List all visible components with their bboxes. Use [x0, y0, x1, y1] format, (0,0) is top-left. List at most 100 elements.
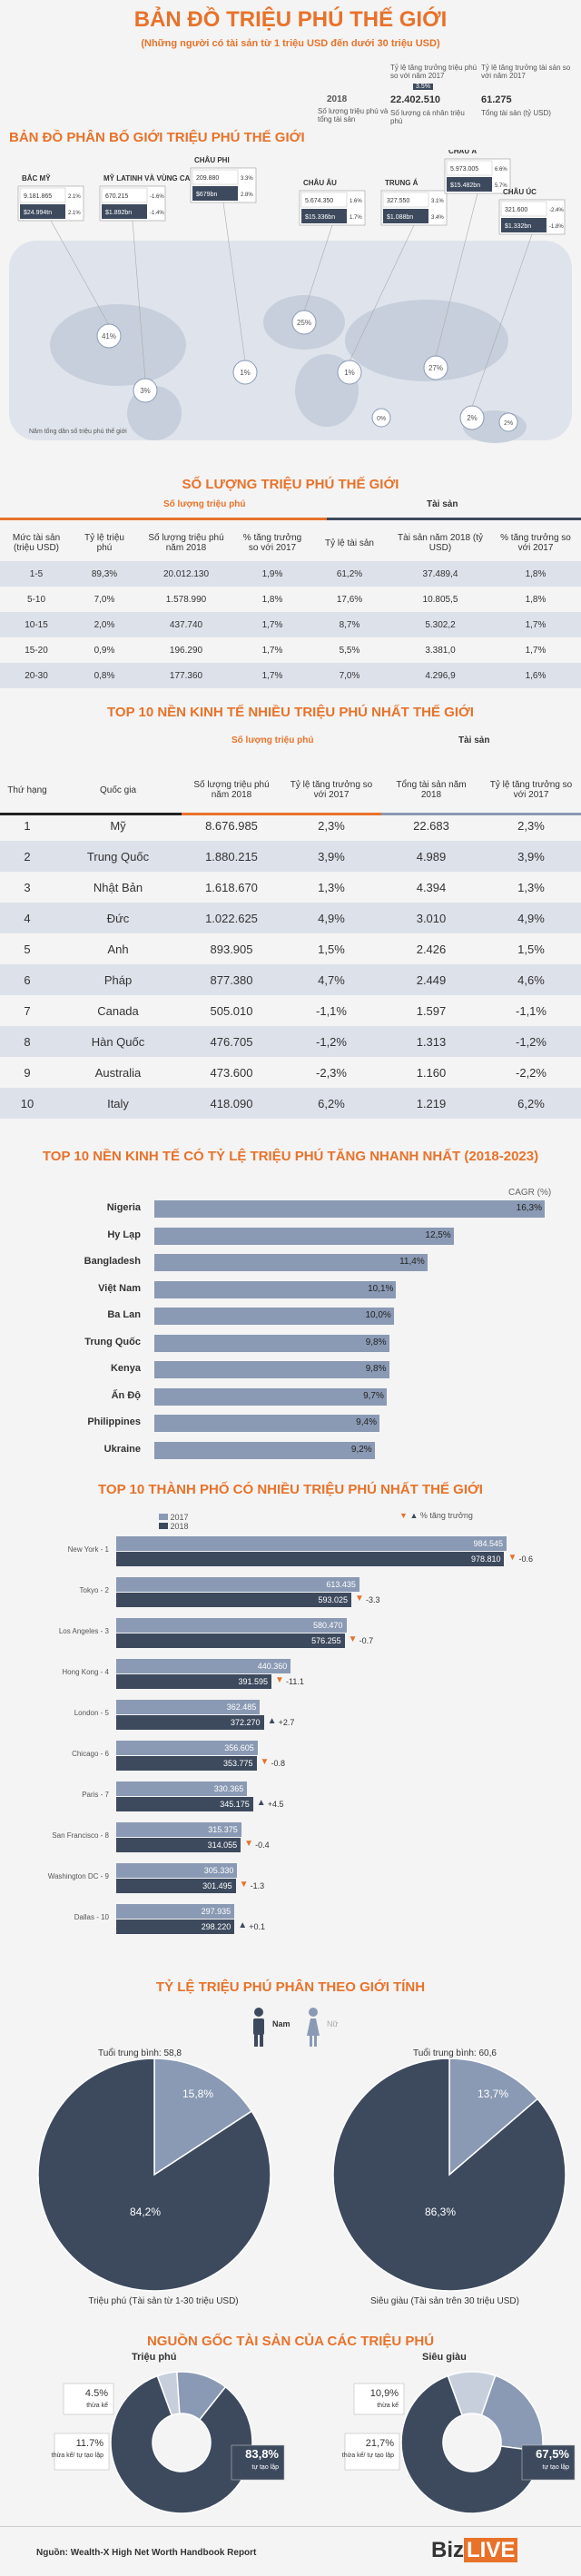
region-count: 9.181.865 — [24, 193, 52, 200]
legend-2017: 2017 — [170, 1513, 189, 1522]
cagr-value-label: 9,7% — [363, 1390, 384, 1401]
cagr-chart-title: TOP 10 NỀN KINH TẾ CÓ TỶ LỆ TRIỆU PHÚ TĂ… — [0, 1146, 581, 1168]
count-header-cell: Số lượng triệu phú năm 2018 — [148, 533, 224, 553]
world-map: 41% 3% 1% 25% 1% 27% 2% 2% 0% BẮC MỸ 9.181.865 $24… — [9, 150, 572, 443]
count-header-cell: Tỷ lệ tài sản — [325, 538, 374, 548]
count-table-title: SỐ LƯỢNG TRIỆU PHÚ THẾ GIỚI — [182, 477, 399, 492]
region-card-5: TRUNG Á 327.550 $1.088bn 3.1% 3.4% — [349, 179, 448, 362]
count-cell: 61,2% — [336, 568, 363, 579]
pie-title-left: Triệu phú (Tài sản từ 1-30 triệu USD) — [88, 2296, 239, 2306]
top10-table-row: 6 Pháp 877.380 4,7% 2.449 4,6% — [0, 964, 581, 995]
city-label: London - 5 — [74, 1709, 109, 1717]
share-label: 1% — [344, 369, 355, 377]
region-growth-2: 5.7% — [495, 183, 507, 189]
male-label: Nam — [272, 2019, 290, 2028]
city-bar-2018 — [116, 1674, 272, 1689]
city-bar-2018 — [116, 1879, 236, 1893]
top10-cell: 22.683 — [413, 818, 449, 833]
legend-asset-note: Tổng tài sản (tỷ USD) — [481, 109, 551, 117]
top10-table-row: 7 Canada 505.010 -1,1% 1.597 -1,1% — [0, 995, 581, 1026]
top10-cell: 1.022.625 — [205, 911, 258, 925]
map-title: BẢN ĐỒ PHÂN BỐ GIỚI TRIỆU PHÚ THẾ GIỚI — [9, 130, 305, 145]
top10-cell: Anh — [107, 942, 129, 956]
top10-cell: 473.600 — [210, 1065, 253, 1080]
region-card-3: CHÂU PHI 209.880 $679bn 3.3% 2.8% — [190, 156, 257, 362]
origin-right-title: Siêu giàu — [422, 2352, 467, 2363]
top10-cell: 1.313 — [416, 1034, 447, 1049]
count-cell: 1,7% — [261, 645, 283, 656]
growth-down-icon: ▼ — [507, 1553, 517, 1563]
cagr-value-label: 10,0% — [365, 1310, 391, 1320]
origin-title: NGUỒN GỐC TÀI SẢN CỦA CÁC TRIỆU PHÚ — [146, 2334, 435, 2349]
top10-header-cell: Tổng tài sản năm 2018 — [396, 780, 467, 800]
cagr-bar — [154, 1200, 545, 1218]
city-growth-label: -11.1 — [286, 1677, 304, 1686]
city-value-2018: 345.175 — [220, 1800, 250, 1809]
top10-cell: -1,2% — [516, 1034, 547, 1049]
share-label: 1% — [240, 369, 251, 377]
region-name: MỸ LATINH VÀ VÙNG CA RI BÊ — [103, 174, 212, 183]
growth-down-icon: ▼ — [260, 1757, 270, 1767]
map-note: Năm tổng dân số triệu phú thế giới — [29, 429, 127, 435]
city-growth-label: +0.1 — [249, 1922, 266, 1931]
city-label: Hong Kong - 4 — [62, 1668, 109, 1676]
origin-pie-value: 11.7% — [76, 2438, 104, 2449]
region-growth-1: -2.4% — [549, 208, 564, 213]
growth-down-icon: ▼ — [275, 1675, 284, 1685]
legend-count-value: 22.402.510 — [390, 94, 441, 105]
count-header-cell: Mức tài sản (triệu USD) — [12, 533, 61, 553]
cagr-category-label: Nigeria — [106, 1202, 141, 1213]
origin-pie-category: thừa kế — [86, 2401, 108, 2409]
top10-cell: 4,9% — [318, 911, 345, 925]
count-cell: 5,5% — [339, 645, 360, 656]
city-growth-label: -0.8 — [271, 1759, 286, 1768]
top10-cell: -2,3% — [316, 1065, 347, 1080]
top10-cell: 2 — [24, 849, 31, 864]
top10-header-cell: Thứ hạng — [7, 785, 47, 795]
cagr-value-label: 16,3% — [516, 1203, 542, 1213]
region-growth-1: 6.6% — [495, 167, 507, 173]
region-growth-2: -1.8% — [549, 224, 564, 230]
cagr-category-label: Ukraine — [103, 1443, 141, 1455]
top10-cell: 4,9% — [517, 911, 545, 925]
origin-pie-value: 67,5% — [536, 2447, 569, 2461]
share-bubble — [96, 323, 122, 349]
cagr-category-label: Kenya — [110, 1363, 141, 1374]
count-cell: 0,9% — [94, 645, 115, 656]
top10-cell: Hàn Quốc — [91, 1034, 145, 1049]
count-group-asset: Tài sản — [427, 499, 458, 509]
region-growth-2: -1.4% — [150, 211, 164, 216]
growth-down-icon: ▼ — [244, 1839, 254, 1849]
city-value-2018: 391.595 — [238, 1677, 269, 1686]
top10-cell: 1,3% — [318, 880, 345, 894]
city-bar-2017 — [116, 1618, 347, 1633]
city-label: Chicago - 6 — [72, 1750, 109, 1758]
gender-pie-label: 86,3% — [425, 2206, 456, 2218]
city-growth-label: -3.3 — [366, 1595, 380, 1604]
count-cell: 1,8% — [525, 594, 547, 605]
count-cell: 10-15 — [25, 619, 48, 630]
top10-cell: 6 — [24, 972, 31, 987]
cagr-category-label: Hy Lạp — [107, 1229, 141, 1240]
count-cell: 1,8% — [525, 568, 547, 579]
top10-cell: 8 — [24, 1034, 31, 1049]
city-chart-title: TOP 10 THÀNH PHỐ CÓ NHIỀU TRIỆU PHÚ NHẤT… — [98, 1482, 483, 1497]
gender-age-left: Tuổi trung bình: 58,8 — [98, 2048, 182, 2058]
gender-pie-label: 15,8% — [182, 2087, 213, 2100]
top10-cell: 2,3% — [517, 818, 545, 833]
top10-cell: Trung Quốc — [86, 849, 150, 864]
region-card-2: MỸ LATINH VÀ VÙNG CA RI BÊ 670.215 $1.892b… — [99, 174, 212, 380]
count-cell: 437.740 — [169, 619, 203, 630]
origin-pie-value: 83,8% — [245, 2447, 279, 2461]
city-value-2017: 330.365 — [213, 1784, 244, 1793]
top10-cell: 5 — [24, 942, 31, 956]
origin-pie-category: thừa kế/ tự tạo lập — [52, 2451, 103, 2459]
footer-line — [0, 2526, 581, 2527]
count-cell: 15-20 — [25, 645, 48, 656]
region-card-1: BẮC MỸ 9.181.865 $24.994tn 2.1% 2.1% — [17, 174, 110, 326]
city-label: Dallas - 10 — [74, 1913, 109, 1921]
top10-cell: 1 — [24, 818, 31, 833]
count-cell: 0,8% — [94, 670, 115, 681]
city-value-2017: 297.935 — [201, 1907, 231, 1916]
top10-table: Thứ hạng Quốc gia Số lượng triệu phú năm 2… — [0, 770, 581, 1119]
